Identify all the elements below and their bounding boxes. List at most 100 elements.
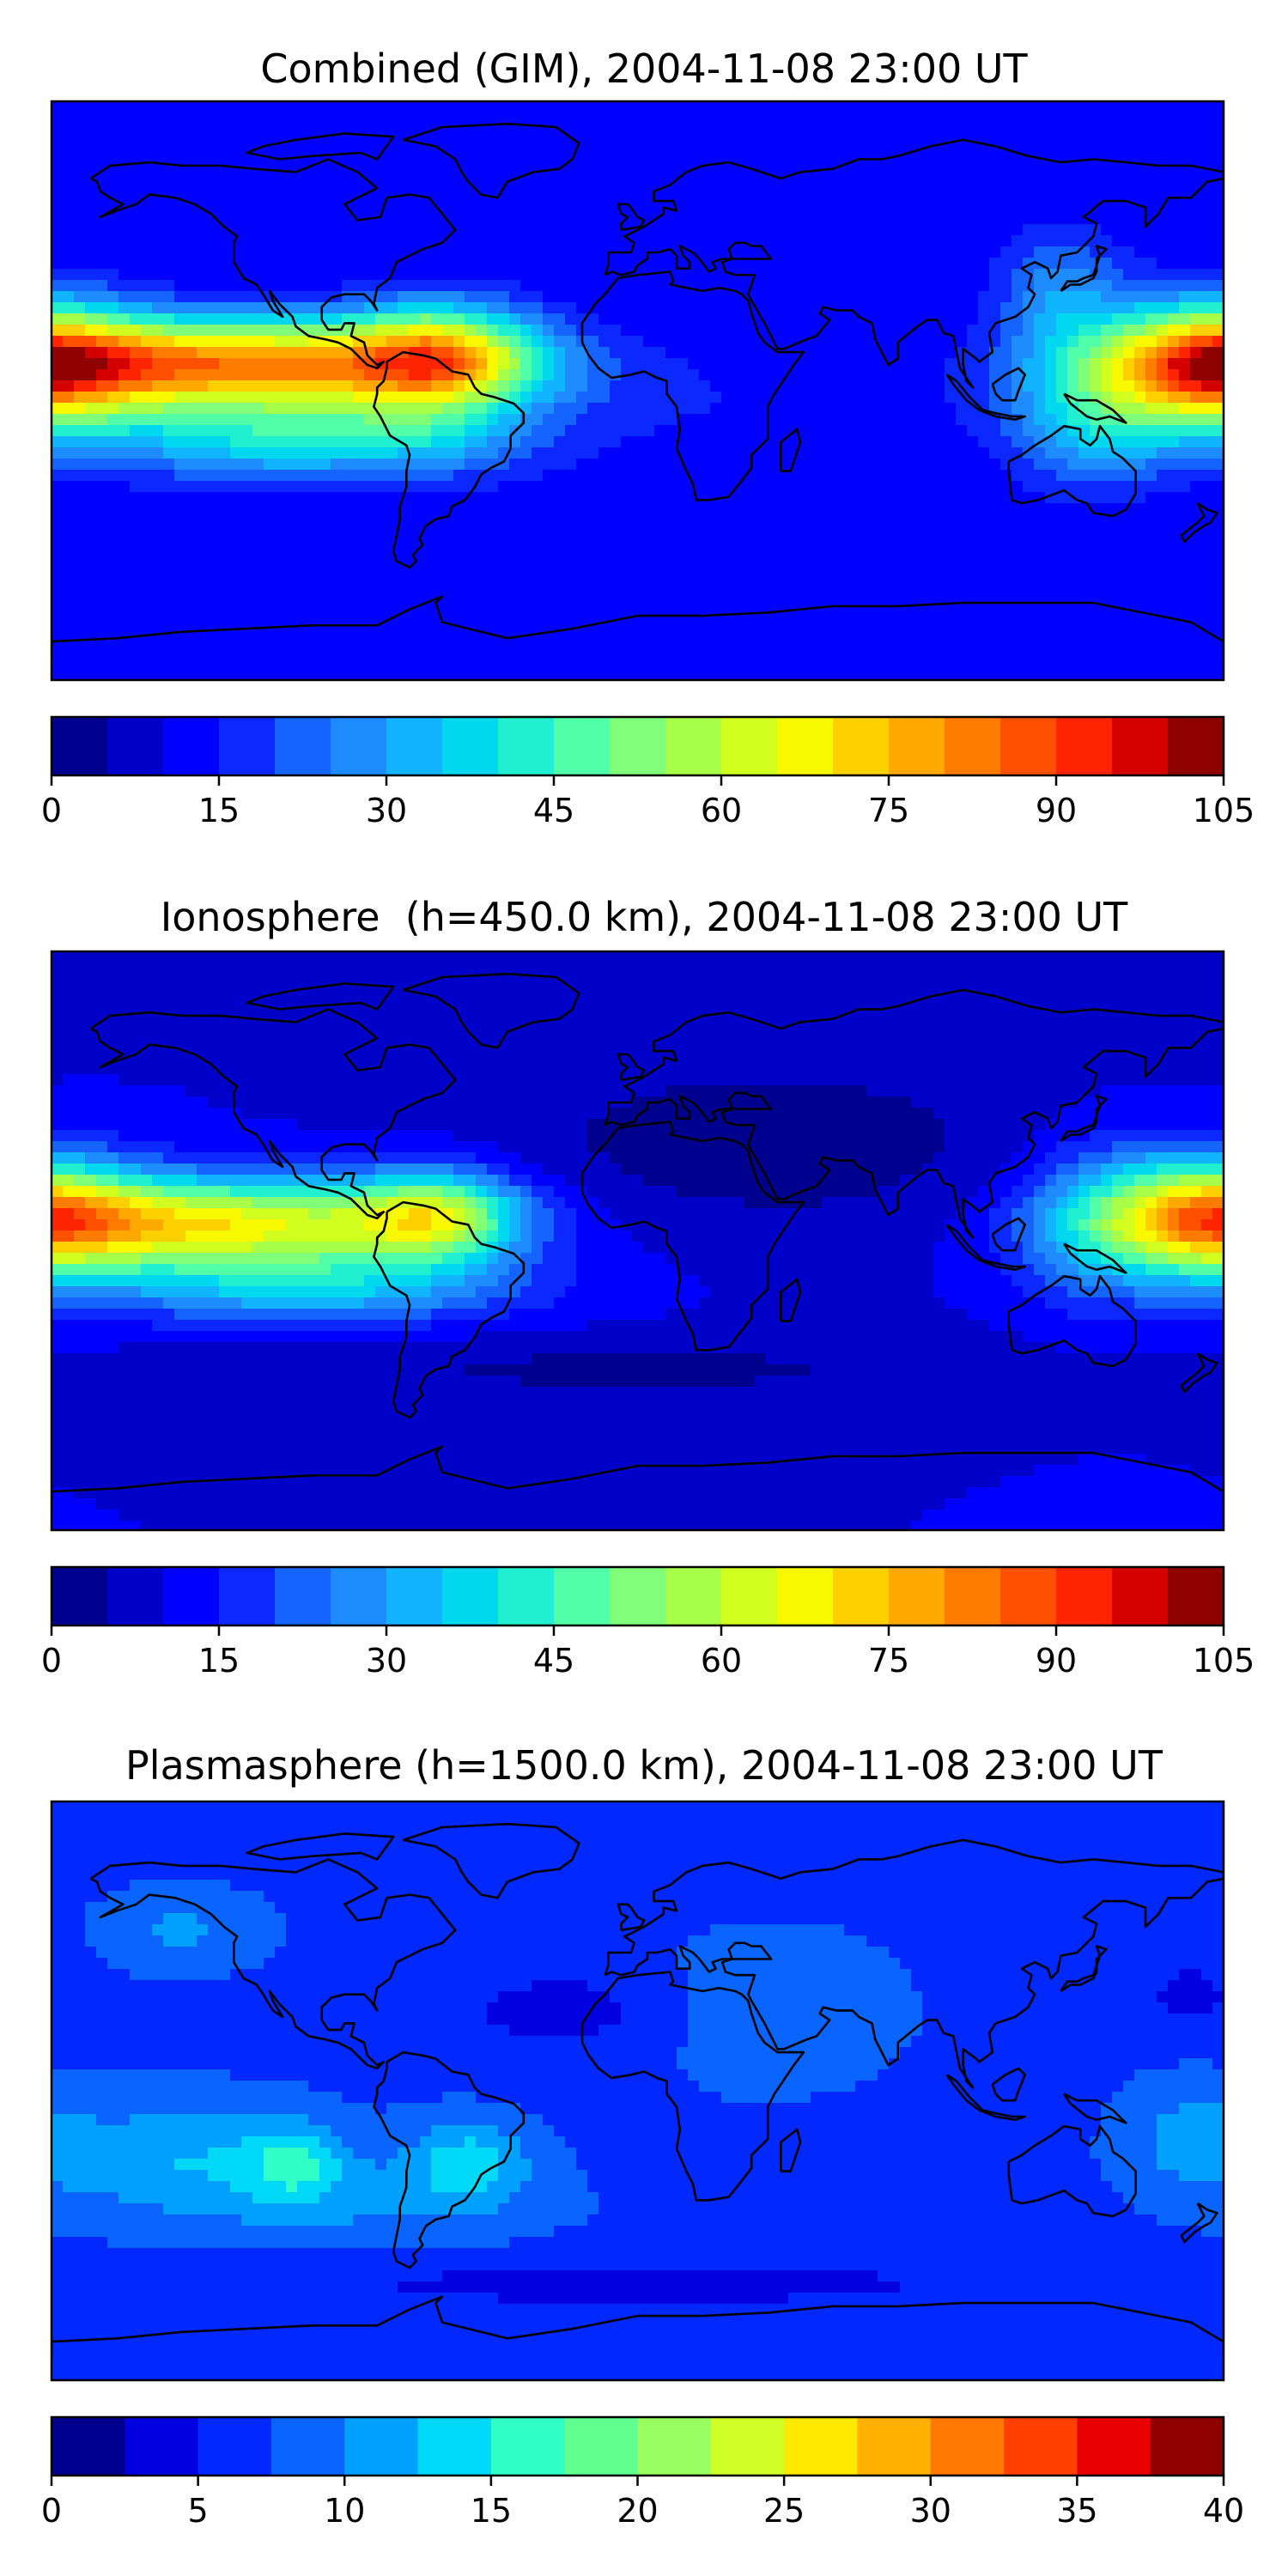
coastline-antarctica <box>52 595 1224 661</box>
coastline-eurasia <box>604 138 1224 389</box>
coastline-borneo <box>991 2067 1026 2102</box>
coastline-indonesia <box>945 374 1026 421</box>
coastline-indonesia <box>945 1224 1026 1271</box>
colorbar-2-bin <box>498 1567 555 1625</box>
colorbar-tick-label: 25 <box>763 2492 805 2530</box>
colorbar-tick-label: 75 <box>868 792 909 829</box>
colorbar-2-bin <box>275 1567 331 1625</box>
colorbar-1-bin <box>777 717 834 775</box>
colorbar-1-bin <box>1112 717 1169 775</box>
coastline-borneo <box>991 1217 1026 1252</box>
colorbar-tick-label: 60 <box>701 792 742 829</box>
coastline-north-america <box>89 158 457 370</box>
panel-2-title: Ionosphere (h=450.0 km), 2004-11-08 23:0… <box>160 894 1128 940</box>
colorbar-2-bin <box>777 1567 834 1625</box>
coastline-uk <box>617 1053 646 1082</box>
colorbar-tick-label: 30 <box>366 1642 407 1680</box>
coastline-uk <box>617 1903 646 1932</box>
colorbar-1-bin <box>833 717 890 775</box>
colorbar-tick-label: 15 <box>198 792 240 829</box>
colorbar-2-bin <box>219 1567 276 1625</box>
coastline-south-america <box>373 1200 526 1419</box>
colorbar-tick-label: 30 <box>910 2492 951 2530</box>
map-panel-3 <box>52 1801 1224 2380</box>
colorbar-tick-label: 15 <box>471 2492 512 2530</box>
coastline-africa <box>580 270 805 501</box>
colorbar-3-bin <box>1004 2417 1078 2476</box>
coastline-madagascar <box>780 2128 802 2172</box>
colorbar-3-bin <box>417 2417 492 2476</box>
colorbar-3-bin <box>270 2417 345 2476</box>
coastline-eurasia <box>604 1838 1224 2089</box>
coastline-japan <box>1060 1095 1108 1142</box>
colorbar-3-bin <box>52 2417 125 2476</box>
colorbar-tick-label: 45 <box>533 1642 574 1680</box>
coastline-new-guinea <box>1063 1242 1127 1274</box>
coastline-south-america <box>373 2050 526 2269</box>
colorbar-2-bin <box>1168 1567 1224 1625</box>
colorbar-tick-label: 35 <box>1056 2492 1097 2530</box>
colorbar-3-bin <box>930 2417 1005 2476</box>
colorbar-tick-label: 75 <box>868 1642 909 1680</box>
coastline-north-america <box>89 1008 457 1220</box>
colorbar-2-bin <box>107 1567 164 1625</box>
colorbar-2-bin <box>1056 1567 1113 1625</box>
colorbar-frame-1 <box>50 715 1225 777</box>
coastline-australia <box>1007 1274 1137 1368</box>
colorbar-tick-label: 5 <box>188 2492 209 2530</box>
colorbar-3-bin <box>637 2417 712 2476</box>
colorbar-1-bin <box>1168 717 1224 775</box>
map-frame-3 <box>50 1800 1225 2382</box>
map-frame-1 <box>50 100 1225 682</box>
coastline-japan <box>1060 245 1108 292</box>
colorbar-1-bin <box>721 717 778 775</box>
map-frame-2 <box>50 950 1225 1532</box>
coastline-new-zealand <box>1180 502 1218 544</box>
colorbar-2-bin <box>554 1567 611 1625</box>
colorbar-2-bin <box>610 1567 666 1625</box>
colorbar-3-bin <box>710 2417 785 2476</box>
colorbar-2-bin <box>52 1567 108 1625</box>
colorbar-tick-label: 105 <box>1193 1642 1255 1680</box>
colorbar-tick-label: 0 <box>41 792 62 829</box>
colorbar-tick-label: 90 <box>1036 1642 1077 1680</box>
map-panel-2 <box>52 951 1224 1530</box>
colorbar-2-bin <box>1000 1567 1057 1625</box>
colorbar-3-bin <box>490 2417 565 2476</box>
panel-3-title: Plasmasphere (h=1500.0 km), 2004-11-08 2… <box>125 1742 1163 1789</box>
colorbar-1-bin <box>889 717 945 775</box>
colorbar-3-bin <box>1077 2417 1151 2476</box>
colorbar-1-bin <box>107 717 164 775</box>
colorbar-tick-label: 20 <box>617 2492 658 2530</box>
coastline-new-zealand <box>1180 1352 1218 1394</box>
colorbar-tick-label: 0 <box>41 1642 62 1680</box>
colorbar-frame-2 <box>50 1565 1225 1627</box>
colorbar-3-bin <box>564 2417 639 2476</box>
coastline-south-america <box>373 350 526 569</box>
colorbar-tick-label: 15 <box>198 1642 240 1680</box>
colorbar-1-bin <box>498 717 555 775</box>
coastline-africa <box>580 1971 805 2202</box>
colorbar-1-bin <box>945 717 1001 775</box>
coastline-new-zealand <box>1180 2202 1218 2244</box>
colorbar-2-bin <box>442 1567 499 1625</box>
colorbar-3-bin <box>197 2417 272 2476</box>
coastline-australia <box>1007 424 1137 518</box>
colorbar-2-bin <box>833 1567 890 1625</box>
coastline-borneo <box>991 367 1026 402</box>
colorbar-tick-label: 105 <box>1193 792 1255 829</box>
colorbar-2-bin <box>721 1567 778 1625</box>
colorbar-1-bin <box>1056 717 1113 775</box>
coastline-madagascar <box>780 1278 802 1322</box>
colorbar-tick-label: 90 <box>1036 792 1077 829</box>
colorbar-1-bin <box>442 717 499 775</box>
coastline-africa <box>580 1121 805 1352</box>
colorbar-1-bin <box>386 717 443 775</box>
coastline-greenland <box>403 122 580 199</box>
coastline-antarctica <box>52 2295 1224 2361</box>
colorbar-2-bin <box>889 1567 945 1625</box>
colorbar-tick-label: 60 <box>701 1642 742 1680</box>
colorbar-1-bin <box>219 717 276 775</box>
coastline-greenland <box>403 972 580 1049</box>
